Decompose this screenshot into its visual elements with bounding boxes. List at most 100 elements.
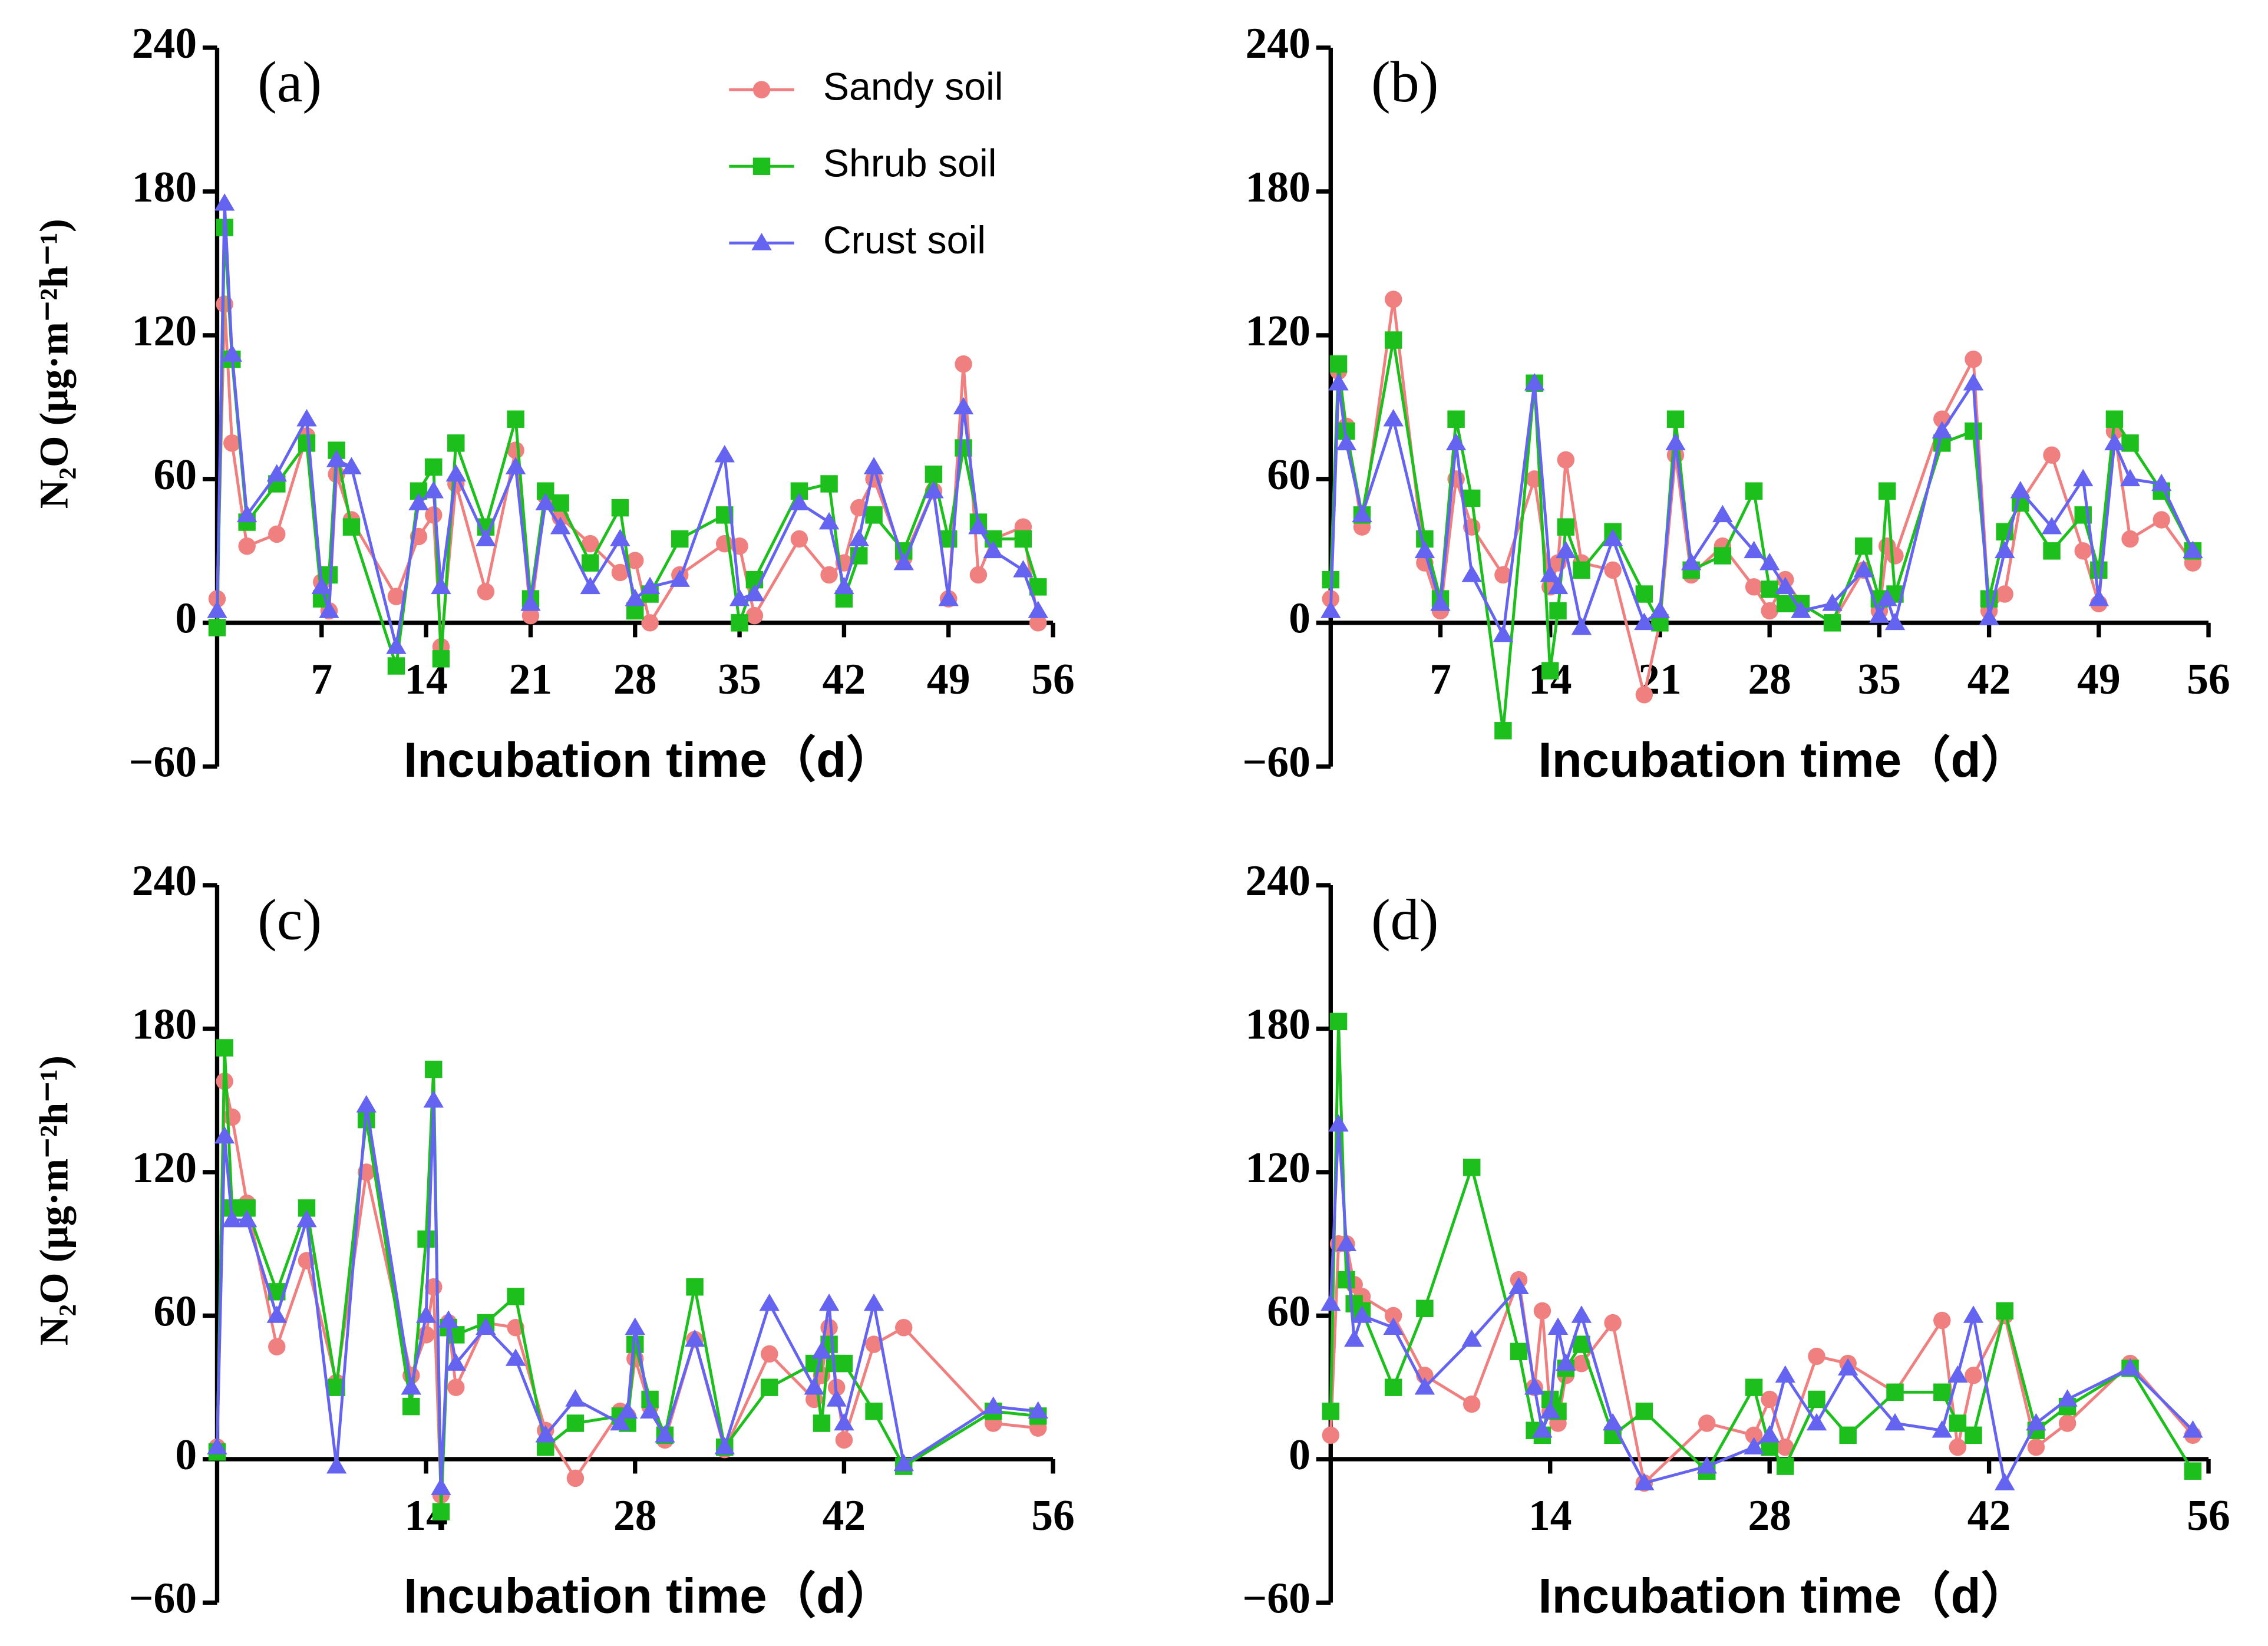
y-tick-label: 60 — [1267, 1287, 1310, 1335]
marker — [759, 1293, 780, 1311]
y-tick-label: −60 — [1242, 738, 1310, 786]
marker — [1838, 1358, 1858, 1375]
marker — [1761, 1390, 1778, 1408]
marker — [639, 1401, 661, 1419]
marker — [1995, 1473, 2015, 1490]
marker — [835, 1431, 853, 1449]
x-tick-label: 35 — [1858, 655, 1901, 703]
marker — [818, 512, 840, 530]
marker — [550, 517, 571, 535]
marker — [1884, 1413, 1906, 1431]
y-tick-label: 180 — [1246, 163, 1310, 211]
marker — [1508, 1276, 1529, 1295]
marker — [1949, 1438, 1967, 1456]
marker — [1877, 588, 1897, 606]
marker — [1320, 1293, 1341, 1311]
x-tick-label: 7 — [311, 655, 332, 703]
marker — [216, 1039, 233, 1057]
marker — [1320, 601, 1341, 618]
marker — [744, 583, 765, 602]
marker — [1344, 1329, 1365, 1347]
marker — [207, 1437, 227, 1454]
marker — [425, 506, 443, 524]
marker — [1963, 1305, 1984, 1323]
x-tick-label: 35 — [718, 655, 761, 703]
y-tick-label: 120 — [1246, 306, 1310, 355]
marker — [1853, 560, 1874, 578]
x-tick-label: 28 — [613, 1491, 657, 1539]
marker — [1557, 518, 1575, 536]
marker — [2073, 469, 2094, 487]
marker — [835, 1354, 853, 1373]
marker — [2183, 1420, 2203, 1438]
marker — [2043, 446, 2061, 464]
marker — [1384, 291, 1402, 308]
marker — [1932, 1420, 1952, 1438]
marker — [1681, 552, 1702, 570]
marker — [1430, 593, 1451, 611]
marker — [2043, 542, 2061, 560]
marker — [1336, 433, 1357, 451]
marker — [1573, 561, 1590, 579]
marker — [731, 614, 748, 632]
marker — [341, 457, 362, 474]
marker — [865, 1403, 883, 1420]
series-line — [1329, 1124, 2194, 1487]
legend-label: Sandy soil — [823, 65, 1003, 109]
marker — [923, 481, 944, 499]
marker — [1808, 1390, 1825, 1408]
marker — [1949, 1414, 1967, 1432]
marker — [1791, 601, 1811, 618]
marker — [826, 1389, 847, 1407]
marker — [752, 157, 771, 175]
marker — [1759, 552, 1780, 570]
x-tick-label: 56 — [2187, 655, 2230, 703]
marker — [298, 434, 316, 452]
marker — [296, 1209, 317, 1228]
marker — [1541, 662, 1559, 679]
marker — [2010, 481, 2031, 499]
marker — [477, 583, 495, 601]
marker — [1447, 410, 1465, 428]
marker — [423, 481, 444, 499]
marker — [2027, 1438, 2045, 1456]
marker — [1745, 578, 1763, 596]
marker — [1384, 1378, 1402, 1396]
marker — [1761, 602, 1778, 620]
legend-label: Crust soil — [823, 219, 986, 262]
marker — [625, 1317, 645, 1335]
marker — [611, 499, 629, 517]
series-line — [1329, 1242, 2194, 1486]
marker — [1714, 547, 1732, 565]
marker — [983, 540, 1003, 559]
x-tick-label: 56 — [1031, 655, 1075, 703]
marker — [1855, 537, 1873, 555]
marker — [1028, 601, 1048, 618]
panel-label: (d) — [1371, 888, 1438, 952]
marker — [863, 1293, 884, 1311]
marker — [1571, 617, 1592, 635]
marker — [326, 1456, 347, 1474]
marker — [582, 554, 599, 572]
marker — [820, 475, 838, 493]
marker — [655, 1425, 675, 1443]
x-axis-label: Incubation time（d） — [404, 732, 895, 787]
marker — [447, 1378, 465, 1396]
marker — [2026, 1413, 2046, 1431]
marker — [2088, 588, 2109, 606]
x-tick-label: 28 — [1748, 655, 1791, 703]
marker — [2121, 530, 2139, 548]
marker — [953, 397, 974, 415]
marker — [207, 601, 227, 618]
marker — [342, 518, 361, 536]
marker — [1965, 1367, 1982, 1384]
marker — [1665, 433, 1686, 451]
x-tick-label: 7 — [1430, 655, 1451, 703]
x-axis-label: Incubation time（d） — [404, 1568, 895, 1624]
marker — [865, 1335, 883, 1353]
marker — [1383, 409, 1404, 427]
marker — [1463, 489, 1481, 507]
marker — [2121, 434, 2139, 452]
marker — [356, 1095, 377, 1113]
marker — [1869, 605, 1890, 623]
